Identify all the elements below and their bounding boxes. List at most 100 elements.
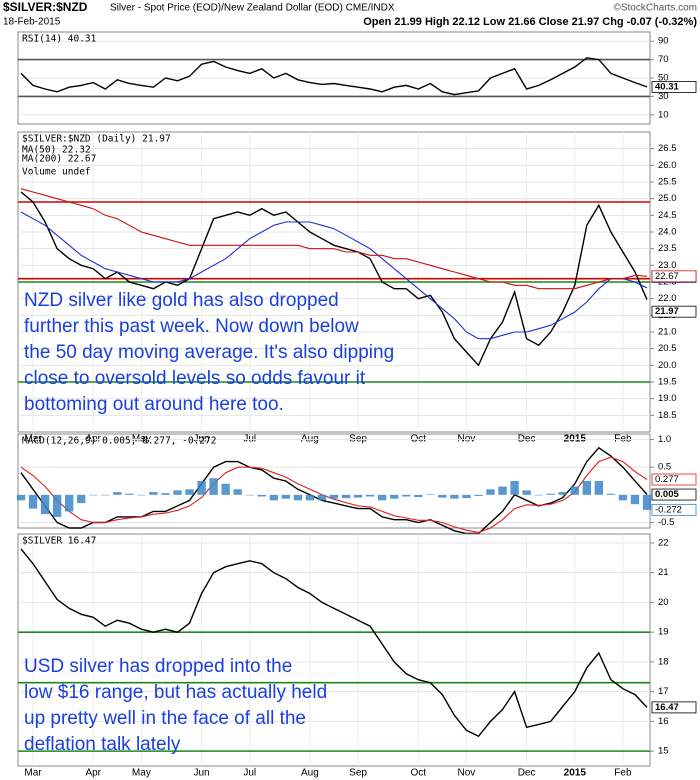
histogram-bar xyxy=(462,494,471,499)
y-tick-label: 26.5 xyxy=(658,143,677,154)
histogram-bar xyxy=(522,490,531,495)
value-label: 16.47 xyxy=(655,702,679,713)
value-label: 40.31 xyxy=(655,81,679,92)
x-tick-label: Feb xyxy=(614,768,632,779)
y-tick-label: -0.5 xyxy=(658,517,674,528)
annotation: bottoming out around here too. xyxy=(24,394,284,415)
value-label: 0.277 xyxy=(655,474,679,485)
y-tick-label: 0.5 xyxy=(658,462,671,473)
histogram-bar xyxy=(113,492,122,495)
y-tick-label: 23.0 xyxy=(658,260,677,271)
histogram-bar xyxy=(233,489,242,495)
histogram-bar xyxy=(161,493,170,495)
histogram-bar xyxy=(426,494,435,495)
series-line xyxy=(20,57,648,96)
value-box xyxy=(651,305,697,318)
histogram-bar xyxy=(185,489,194,495)
value-label: -0.272 xyxy=(655,504,682,515)
annotation: further this past week. Now down below xyxy=(24,316,359,337)
histogram-bar xyxy=(510,481,519,495)
legend-entry: Volume undef xyxy=(22,167,91,178)
y-tick-label: 50 xyxy=(658,73,669,84)
histogram-bar xyxy=(570,486,579,495)
y-tick-label: 22.0 xyxy=(658,293,677,304)
y-tick-label: 19.5 xyxy=(658,377,677,388)
quote: Open 21.99 High 22.12 Low 21.66 Close 21… xyxy=(363,16,697,28)
histogram-bar xyxy=(64,494,74,512)
x-tick-label: Aug xyxy=(301,768,319,779)
x-tick-label: 2015 xyxy=(564,768,587,779)
annotation: up pretty well in the face of all the xyxy=(24,708,306,729)
y-tick-label: 22 xyxy=(658,537,669,548)
histogram-bar xyxy=(630,494,640,505)
histogram-bar xyxy=(52,494,62,517)
y-tick-label: 16 xyxy=(658,716,669,727)
histogram-bar xyxy=(594,481,604,495)
panel-label: RSI(14) 40.31 xyxy=(22,34,97,45)
series-line xyxy=(20,191,648,367)
annotation: low $16 range, but has actually held xyxy=(24,682,327,703)
y-tick-label: 70 xyxy=(658,54,669,65)
histogram-bar xyxy=(353,494,363,498)
series-line xyxy=(20,188,648,290)
histogram-bar xyxy=(474,494,483,496)
y-tick-label: 25.5 xyxy=(658,177,677,188)
y-tick-label: 20.5 xyxy=(658,343,677,354)
value-label: 21.97 xyxy=(655,306,679,317)
annotation: close to oversold levels so odds favour … xyxy=(24,368,366,389)
value-box xyxy=(651,473,697,486)
y-tick-label: 19.0 xyxy=(658,393,677,404)
annotation: deflation talk lately xyxy=(24,734,181,755)
y-tick-label: 24.0 xyxy=(658,227,677,238)
histogram-bar xyxy=(606,493,616,495)
histogram-bar xyxy=(365,494,375,497)
histogram-bar xyxy=(438,494,447,498)
y-tick-label: 10 xyxy=(658,109,669,120)
x-tick-label: Nov xyxy=(458,768,476,779)
y-tick-label: 90 xyxy=(658,36,669,47)
x-tick-label: May xyxy=(132,768,151,779)
annotation: the 50 day moving average. It's also dip… xyxy=(24,342,394,363)
panel-frame xyxy=(17,433,651,529)
series-line xyxy=(20,548,648,738)
symbol: $SILVER:$NZD xyxy=(3,0,88,14)
panel-label: MACD(12,26,9) 0.005, 0.277, -0.272 xyxy=(22,436,216,447)
y-tick-label: 24.5 xyxy=(658,210,677,221)
histogram-bar xyxy=(534,494,543,496)
histogram-bar xyxy=(221,483,230,495)
panel-label: $SILVER 16.47 xyxy=(22,536,96,547)
histogram-bar xyxy=(257,494,266,497)
histogram-bar xyxy=(28,494,38,509)
y-tick-label: 21 xyxy=(658,567,669,578)
histogram-bar xyxy=(245,494,254,496)
value-label: 0.005 xyxy=(655,489,679,500)
histogram-bar xyxy=(377,494,387,501)
x-tick-label: Jul xyxy=(243,768,256,779)
annotation: USD silver has dropped into the xyxy=(24,656,292,677)
histogram-bar xyxy=(341,494,351,499)
histogram-bar xyxy=(209,478,218,495)
value-box xyxy=(651,488,697,501)
histogram-bar xyxy=(414,494,423,498)
y-tick-label: 20 xyxy=(658,597,669,608)
histogram-bar xyxy=(137,494,146,496)
histogram-bar xyxy=(450,494,459,499)
histogram-bar xyxy=(125,493,134,495)
histogram-bar xyxy=(558,492,567,495)
y-tick-label: 15 xyxy=(658,746,669,757)
histogram-bar xyxy=(77,494,86,504)
histogram-bar xyxy=(546,493,555,495)
histogram-bar xyxy=(269,494,278,501)
description: Silver - Spot Price (EOD)/New Zealand Do… xyxy=(110,3,395,14)
histogram-bar xyxy=(149,492,158,495)
y-tick-label: 25.0 xyxy=(658,193,677,204)
y-tick-label: 20.0 xyxy=(658,360,677,371)
y-tick-label: 21.0 xyxy=(658,327,677,338)
histogram-bar xyxy=(293,494,303,501)
y-tick-label: 19 xyxy=(658,627,669,638)
annotation: NZD silver like gold has also dropped xyxy=(24,290,339,311)
y-tick-label: 26.0 xyxy=(658,160,677,171)
histogram-bar xyxy=(305,494,315,501)
value-box xyxy=(651,81,697,93)
